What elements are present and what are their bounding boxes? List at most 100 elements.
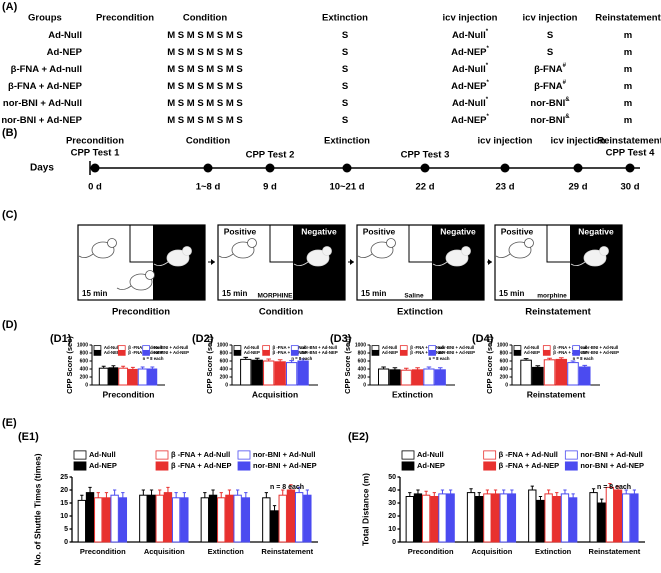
error-bar	[404, 367, 409, 371]
bar	[128, 368, 138, 386]
y-tick-label: 0	[64, 539, 68, 546]
rat-tail	[570, 261, 586, 266]
legend-label: nor-BNI + Ad-Null	[580, 450, 642, 459]
error-bar	[616, 485, 620, 490]
bar	[499, 493, 508, 543]
error-bar	[158, 489, 162, 496]
bar	[217, 497, 226, 543]
legend-swatch	[93, 350, 102, 356]
bar	[233, 494, 242, 543]
bar	[589, 492, 598, 543]
error-bar	[563, 489, 567, 494]
bar	[613, 489, 623, 543]
stage-caption: Extinction	[397, 307, 443, 318]
bar	[528, 489, 537, 543]
bar	[118, 367, 129, 386]
bar	[475, 496, 484, 543]
bar	[251, 359, 263, 386]
bar	[171, 497, 181, 543]
y-tick-label: 600	[220, 358, 229, 364]
axis-label: Days	[30, 163, 54, 174]
error-bar	[88, 486, 92, 493]
bar	[241, 497, 251, 543]
table-cell: nor-BNI&	[530, 97, 570, 109]
day-label: 30 d	[620, 182, 639, 193]
cell-text: Ad-NEP	[47, 47, 83, 58]
legend-label: β -FNA + Ad-NEP	[553, 350, 588, 355]
timeline-dot	[342, 163, 352, 173]
error-bar	[424, 490, 428, 496]
bar	[507, 493, 517, 543]
table-cell: S	[342, 81, 348, 92]
cell-superscript: *	[486, 29, 489, 35]
legend-swatch	[513, 350, 522, 356]
error-bar	[121, 365, 126, 369]
bar	[303, 494, 312, 543]
panel-label: (B)	[2, 127, 18, 139]
chart-label: (E2)	[348, 431, 369, 443]
y-tick-label: 10	[388, 526, 396, 533]
bar	[94, 497, 103, 543]
error-bar	[535, 365, 541, 368]
column-header: icv injection	[443, 13, 498, 24]
chart-label: (D1)	[50, 333, 72, 345]
rat-head	[386, 238, 396, 248]
table-cell: S	[547, 47, 553, 58]
drug-label: Saline	[404, 293, 424, 300]
table-cell: β-FNA#	[534, 63, 567, 75]
event-label: CPP Test 1	[71, 148, 120, 159]
error-bar	[416, 489, 420, 494]
table-cell: M S M S M S M S	[167, 30, 242, 41]
stage-caption: Reinstatement	[525, 307, 591, 318]
day-label: 1~8 d	[196, 182, 221, 193]
chart-label: (E1)	[18, 431, 39, 443]
chamber-divider	[269, 225, 293, 263]
y-tick-label: 600	[80, 358, 89, 364]
y-tick-label: 400	[500, 366, 509, 372]
bar	[423, 368, 435, 386]
error-bar	[254, 357, 260, 361]
bar	[294, 492, 304, 543]
rat-head	[322, 246, 332, 256]
legend-swatch	[117, 345, 126, 351]
chamber-label: Positive	[501, 226, 534, 236]
y-tick-label: 1000	[497, 342, 508, 348]
time-label: 15 min	[222, 289, 247, 298]
cell-text: m	[624, 64, 632, 75]
event-label: Precondition	[66, 136, 124, 147]
table-cell: nor-BNI + Ad-NEP	[1, 115, 82, 126]
bar	[412, 369, 424, 386]
table-cell: m	[624, 115, 632, 126]
error-bar	[96, 492, 100, 498]
y-tick-label: 20	[60, 487, 68, 494]
cell-text: nor-BNI + Ad-NEP	[1, 115, 82, 126]
chamber-label: Negative	[440, 226, 476, 236]
y-tick-label: 0	[225, 382, 228, 388]
y-tick-label: 800	[220, 350, 229, 356]
bar	[297, 360, 309, 386]
cell-text: M S M S M S M S	[167, 30, 242, 41]
y-tick-label: 20	[388, 513, 396, 520]
chamber-label: Negative	[301, 226, 337, 236]
bar	[208, 494, 218, 543]
error-bar	[608, 483, 612, 488]
legend-label: nor-BNI + Ad-Null	[583, 345, 619, 350]
error-bar	[426, 366, 432, 369]
timeline-dot	[203, 163, 213, 173]
rat-head	[524, 238, 534, 248]
bar	[263, 360, 275, 386]
cell-text: Ad-NEP	[451, 81, 487, 92]
note: n = 8 each	[429, 356, 450, 361]
legend-label: β -FNA + Ad-NEP	[410, 350, 445, 355]
cell-text: Ad-NEP	[451, 115, 487, 126]
y-tick-label: 0	[85, 382, 88, 388]
legend-swatch	[117, 350, 126, 356]
legend-swatch	[262, 345, 270, 351]
chart-label: (D3)	[330, 333, 352, 345]
note: n = 8 each	[143, 356, 164, 361]
timeline-dot	[90, 163, 100, 173]
y-tick-label: 200	[80, 374, 89, 380]
legend-swatch	[233, 350, 242, 356]
bar	[405, 496, 414, 543]
